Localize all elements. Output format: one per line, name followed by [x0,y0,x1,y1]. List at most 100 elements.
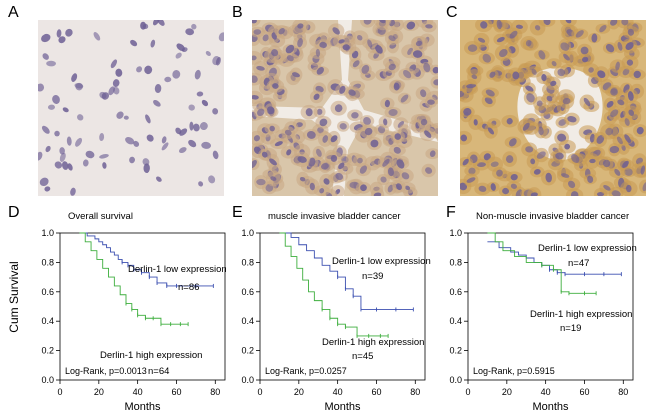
cell-nucleus [348,89,356,96]
cell-nucleus [599,24,607,33]
cell-nucleus [401,172,410,180]
cell-nucleus [591,33,598,43]
cell-nucleus [152,20,160,26]
y-tick-label: 1.0 [449,228,462,238]
cell-nucleus [496,20,502,30]
cell-nucleus [316,148,322,157]
x-axis-label: Months [532,401,569,410]
micrograph-a [38,20,224,196]
cell-nucleus [624,117,630,126]
cell-nucleus [278,28,285,35]
cell-nucleus [42,53,49,60]
cell-nucleus [625,42,634,51]
cell-nucleus [616,136,623,145]
cell-nucleus [59,147,65,155]
y-tick-label: 0.8 [241,257,254,267]
cell-nucleus [54,130,60,137]
cell-nucleus [384,99,390,108]
cell-nucleus [477,37,486,43]
cell-nucleus [58,36,66,44]
cell-nucleus [478,185,487,192]
cell-nucleus [194,69,201,80]
cell-nucleus [463,108,472,116]
cell-nucleus [605,127,614,136]
legend-high-n: n=45 [352,351,373,362]
cell-nucleus [38,83,45,92]
cell-nucleus [505,155,514,164]
cell-nucleus [179,147,187,154]
cell-nucleus [406,21,416,30]
cell-nucleus [627,28,635,36]
y-tick-label: 0.8 [41,257,54,267]
cell-nucleus [614,168,621,176]
cell-nucleus [39,177,49,187]
cell-nucleus [113,86,120,95]
cell-nucleus [425,167,433,174]
cell-nucleus [583,97,591,107]
x-tick-label: 0 [57,387,62,397]
cell-nucleus [606,100,614,108]
cell-nucleus [56,29,62,38]
cell-nucleus [157,20,165,26]
y-tick-label: 1.0 [241,228,254,238]
cell-nucleus [270,176,277,181]
cell-nucleus [597,70,606,79]
cell-nucleus [396,183,402,191]
cell-nucleus [490,161,499,167]
cell-nucleus [610,109,619,118]
cell-nucleus [471,74,478,80]
cell-nucleus [196,91,204,97]
cell-nucleus [205,50,211,57]
cell-nucleus [393,146,401,154]
cell-nucleus [212,108,219,115]
cell-nucleus [388,35,396,42]
log-rank-annotation: Log-Rank, p=0.0257 [265,366,347,376]
panel-letter-f: F [446,204,456,221]
cell-nucleus [188,139,197,148]
cell-nucleus [627,91,634,101]
micrograph-a-image [38,20,224,196]
cell-nucleus [562,97,571,105]
cell-nucleus [284,129,292,136]
log-rank-annotation: Log-Rank, p=0.5915 [473,366,555,376]
cell-nucleus [364,127,373,136]
cell-nucleus [387,184,394,193]
cell-nucleus [603,184,611,191]
cell-nucleus [360,184,367,192]
legend-low-label: Derlin-1 low expression [538,243,637,254]
y-tick-label: 0.8 [449,257,462,267]
cell-nucleus [299,176,306,182]
cell-nucleus [379,20,386,24]
cell-nucleus [484,97,493,105]
cell-nucleus [530,158,536,165]
cell-nucleus [610,88,618,96]
cell-nucleus [256,65,265,71]
cell-nucleus [622,160,629,168]
cell-nucleus [460,182,468,191]
cell-nucleus [412,50,423,58]
cell-nucleus [424,130,432,138]
cell-nucleus [624,168,633,176]
panel-letter-e: E [232,204,243,221]
cell-nucleus [610,20,618,26]
cell-nucleus [252,55,257,61]
x-axis-label: Months [124,401,161,410]
cell-nucleus [587,175,594,183]
cell-nucleus [468,167,476,175]
cell-nucleus [525,146,534,153]
cell-nucleus [538,50,546,60]
chart-title: Non-muscle invasive bladder cancer [476,211,629,222]
micrograph-c-image [460,20,646,196]
cell-nucleus [382,158,390,167]
x-tick-label: 80 [410,387,420,397]
cell-nucleus [161,142,169,151]
cell-nucleus [62,107,69,113]
cell-nucleus [175,52,182,59]
cell-nucleus [262,34,269,42]
cell-nucleus [286,149,292,156]
cell-nucleus [191,23,197,30]
cell-nucleus [423,62,431,73]
cell-nucleus [596,135,605,144]
cell-nucleus [388,63,396,71]
cell-nucleus [41,33,51,43]
